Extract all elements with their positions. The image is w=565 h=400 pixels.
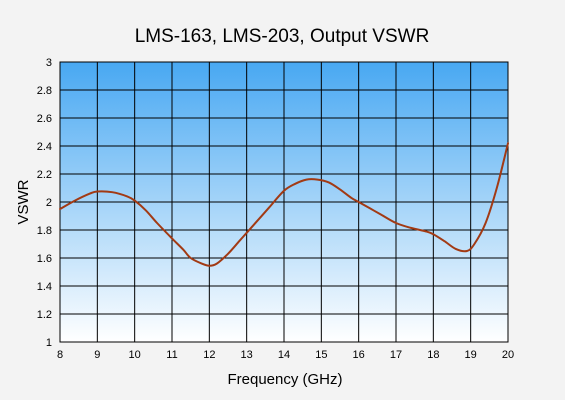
- y-tick-label: 1.4: [37, 281, 52, 293]
- series-layer: [59, 142, 509, 267]
- y-tick-label: 2.4: [37, 141, 52, 153]
- x-tick-label: 15: [315, 349, 327, 361]
- y-tick-label: 2: [46, 197, 52, 209]
- x-tick-label: 12: [203, 349, 215, 361]
- y-tick-label: 2.8: [37, 85, 52, 97]
- tick-labels: 8 9 10 11 12 13 14 15 16 17 18 19 20 1 1.2 1.4 1.6 1.8 2 2.…: [37, 57, 514, 361]
- x-tick-label: 10: [129, 349, 141, 361]
- y-tick-label: 3: [46, 57, 52, 69]
- x-tick-label: 16: [353, 349, 365, 361]
- x-tick-label: 19: [465, 349, 477, 361]
- grid-lines: [59, 61, 509, 343]
- x-tick-label: 8: [57, 349, 63, 361]
- y-tick-label: 1: [46, 337, 52, 349]
- x-tick-label: 20: [502, 349, 514, 361]
- x-axis-title: Frequency (GHz): [227, 371, 342, 388]
- x-tick-label: 17: [390, 349, 402, 361]
- x-tick-label: 9: [94, 349, 100, 361]
- y-tick-label: 1.2: [37, 309, 52, 321]
- x-tick-label: 11: [166, 349, 177, 361]
- y-axis-title: VSWR: [15, 179, 32, 224]
- x-tick-label: 13: [241, 349, 253, 361]
- series-line-0: [59, 142, 509, 267]
- x-tick-label: 18: [427, 349, 439, 361]
- y-tick-label: 1.8: [37, 225, 52, 237]
- y-tick-label: 2.6: [37, 113, 52, 125]
- x-tick-label: 14: [278, 349, 290, 361]
- y-tick-label: 1.6: [37, 253, 52, 265]
- chart-title: LMS-163, LMS-203, Output VSWR: [135, 26, 430, 47]
- y-tick-label: 2.2: [37, 169, 52, 181]
